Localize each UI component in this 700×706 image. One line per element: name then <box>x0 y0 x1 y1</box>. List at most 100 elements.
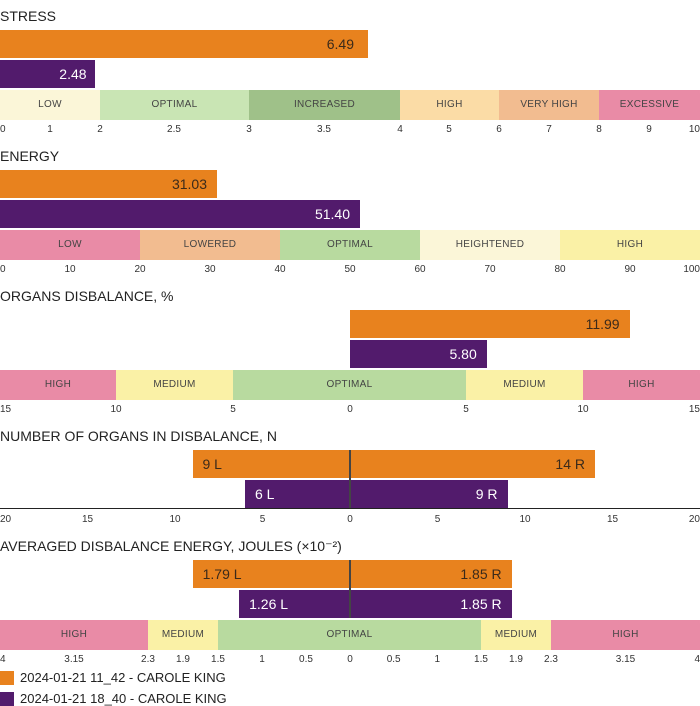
axis-tick-label: 5 <box>230 404 236 415</box>
bar-right-label: 1.85 R <box>460 566 502 582</box>
bar-left-session2 <box>245 480 350 508</box>
bar-value-label: 6.49 <box>326 36 354 52</box>
legend-label-session1: 2024-01-21 11_42 - CAROLE KING <box>20 670 226 685</box>
zone-band: HIGH <box>583 370 700 400</box>
zone-band: EXCESSIVE <box>599 90 700 120</box>
axis-tick-label: 60 <box>414 264 426 275</box>
axis-tick-label: 4 <box>397 124 403 135</box>
axis-tick-label: 2.3 <box>141 654 155 665</box>
axis-tick-label: 10 <box>64 264 76 275</box>
zone-band: HIGH <box>560 230 700 260</box>
bar-right-session2 <box>350 590 512 618</box>
axis-tick-label: 10 <box>110 404 122 415</box>
center-line <box>349 560 351 618</box>
axis-tick-label: 3.5 <box>317 124 331 135</box>
axis-tick-label: 1.5 <box>474 654 488 665</box>
zone-band: LOW <box>0 90 100 120</box>
bar-right-label: 9 R <box>475 486 498 502</box>
axis-tick-label: 1.9 <box>509 654 523 665</box>
zone-band: MEDIUM <box>148 620 218 650</box>
legend-swatch-session2 <box>0 692 14 706</box>
bar-session2 <box>0 200 360 228</box>
axis-tick-label: 10 <box>688 124 700 135</box>
zone-band: OPTIMAL <box>100 90 249 120</box>
axis-tick-label: 10 <box>577 404 589 415</box>
axis-tick-label: 5 <box>259 514 266 525</box>
axis-tick-label: 1 <box>259 654 265 665</box>
axis-tick-label: 4 <box>694 654 700 665</box>
bar-left-label: 1.26 L <box>249 596 289 612</box>
bar-right-session1 <box>350 560 512 588</box>
bar-left-label: 1.79 L <box>202 566 242 582</box>
axis-tick-label: 5 <box>434 514 441 525</box>
axis-tick-label: 0.5 <box>386 654 401 665</box>
legend-label-session2: 2024-01-21 18_40 - CAROLE KING <box>20 691 227 706</box>
axis-tick-label: 6 <box>496 124 502 135</box>
axis-tick-label: 3 <box>246 124 252 135</box>
axis-tick-label: 1 <box>434 654 441 665</box>
bar-right-session1 <box>350 450 595 478</box>
bar-left-label: 9 L <box>202 456 222 472</box>
zone-band: HIGH <box>0 620 148 650</box>
axis-tick-label: 3.15 <box>615 654 636 665</box>
zone-band: OPTIMAL <box>280 230 420 260</box>
bar-session1 <box>350 310 630 338</box>
zone-band: MEDIUM <box>116 370 233 400</box>
bar-session2 <box>0 60 95 88</box>
bar-left-session2 <box>239 590 350 618</box>
bar-right-session2 <box>350 480 508 508</box>
axis-tick-label: 20 <box>134 264 146 275</box>
axis-tick-label: 30 <box>204 264 216 275</box>
axis-tick-label: 7 <box>546 124 552 135</box>
axis-tick-label: 90 <box>624 264 636 275</box>
axis-tick-label: 1.5 <box>211 654 225 665</box>
zone-band: OPTIMAL <box>233 370 466 400</box>
axis-tick-label: 80 <box>554 264 566 275</box>
axis-tick-label: 10 <box>169 514 181 525</box>
axis-tick-label: 1.9 <box>176 654 190 665</box>
axis-tick-label: 0 <box>347 654 353 665</box>
axis-tick-label: 70 <box>484 264 496 275</box>
zone-band: HIGH <box>400 90 499 120</box>
axis-tick-label: 8 <box>596 124 602 135</box>
axis-tick-label: 40 <box>274 264 286 275</box>
bar-left-session1 <box>192 560 350 588</box>
zone-band: LOWERED <box>140 230 280 260</box>
axis-tick-label: 0 <box>0 264 6 275</box>
bar-session1 <box>0 170 217 198</box>
zone-band: OPTIMAL <box>218 620 481 650</box>
axis-tick-label: 10 <box>519 514 531 525</box>
zone-band: HIGH <box>551 620 700 650</box>
axis-tick-label: 0 <box>0 124 6 135</box>
axis-tick-label: 1 <box>47 124 53 135</box>
zone-band: HIGH <box>0 370 116 400</box>
axis-tick-label: 0 <box>347 514 353 525</box>
bar-value-label: 11.99 <box>585 316 620 332</box>
zone-band: MEDIUM <box>481 620 551 650</box>
axis-tick-label: 2.3 <box>544 654 558 665</box>
axis-tick-label: 2 <box>97 124 103 135</box>
axis-tick-label: 4 <box>0 654 6 665</box>
legend-swatch-session1 <box>0 671 14 685</box>
bar-right-label: 14 R <box>555 456 585 472</box>
organs-count-title: NUMBER OF ORGANS IN DISBALANCE, N <box>0 428 277 444</box>
axis-tick-label: 2.5 <box>167 124 181 135</box>
axis-tick-label: 3.15 <box>64 654 84 665</box>
axis-tick-label: 5 <box>446 124 452 135</box>
zone-band: VERY HIGH <box>499 90 599 120</box>
axis-tick-label: 20 <box>0 514 12 525</box>
axis-line <box>0 508 700 509</box>
bar-left-label: 6 L <box>255 486 275 502</box>
stress-title: STRESS <box>0 8 57 24</box>
axis-tick-label: 20 <box>688 514 700 525</box>
energy-title: ENERGY <box>0 148 60 164</box>
axis-tick-label: 100 <box>683 264 700 275</box>
bar-right-label: 1.85 R <box>460 596 502 612</box>
organs-disbalance-title: ORGANS DISBALANCE, % <box>0 288 174 304</box>
zone-band: HEIGHTENED <box>420 230 560 260</box>
bar-left-session1 <box>192 450 350 478</box>
axis-tick-label: 15 <box>688 404 700 415</box>
center-line <box>349 450 351 508</box>
axis-tick-label: 0.5 <box>299 654 313 665</box>
